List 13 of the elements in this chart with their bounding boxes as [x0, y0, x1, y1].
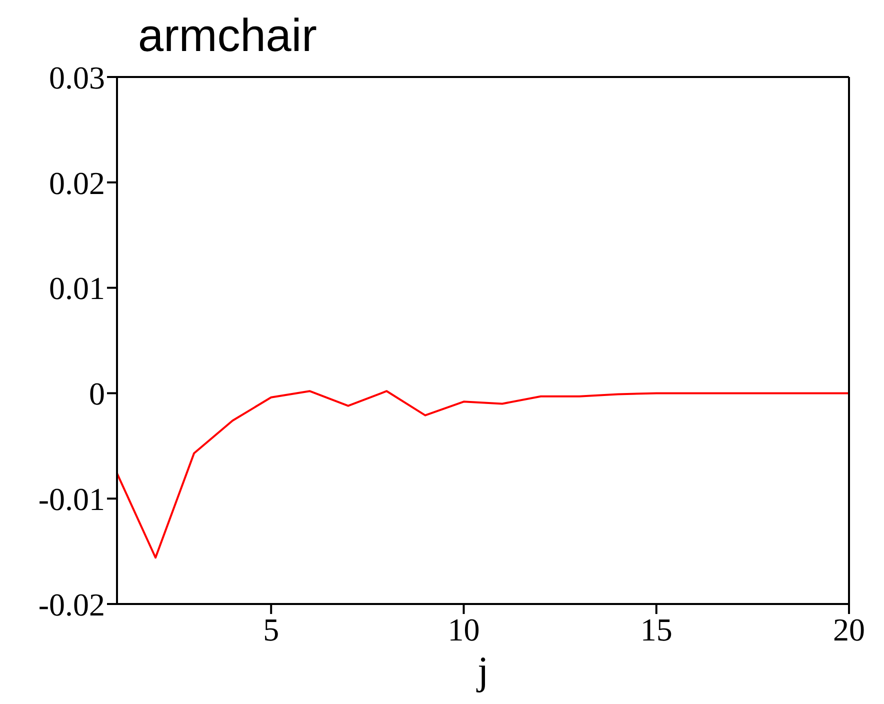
x-tick-label: 5	[263, 612, 280, 648]
y-tick-label: 0.02	[49, 164, 105, 201]
y-tick-label: 0.01	[49, 270, 105, 306]
y-tick-label: -0.01	[38, 480, 105, 517]
y-tick-label: 0.03	[49, 59, 105, 96]
x-axis-title: j	[475, 648, 489, 693]
x-tick-label: 10	[448, 612, 480, 648]
y-tick-label: -0.02	[38, 586, 105, 622]
x-tick-label: 15	[640, 612, 672, 648]
chart-title: armchair	[138, 8, 317, 62]
line-series	[117, 390, 849, 559]
x-tick-label: 20	[833, 612, 865, 648]
y-tick-label: 0	[89, 376, 105, 412]
